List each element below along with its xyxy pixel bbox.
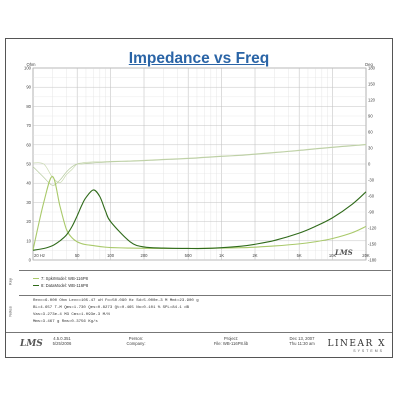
- y-left-tick-label: 60: [26, 142, 31, 147]
- version-info: 4.5.0.351 5/25/2006: [42, 336, 82, 346]
- impedance-chart: 10090807060504030201001801501209060300-3…: [24, 62, 377, 263]
- person-info: Person: Company:: [106, 336, 166, 346]
- y-right-tick-label: 30: [368, 146, 373, 151]
- linearx-brand: LINEAR X: [327, 339, 386, 349]
- lms-logo: LMS: [20, 339, 43, 349]
- note-line: Mms=3.467 g Rms=0.3756 Kg/s: [33, 320, 98, 324]
- person-label: Person:: [128, 336, 144, 341]
- chart-title: Impedance vs Freq: [128, 50, 270, 67]
- note-line: Vas=3.273e-4 M3 Cms=1.093e-3 M/N: [33, 313, 110, 317]
- date-info: Dec 13, 2007 Thu 11:30 am: [282, 336, 322, 346]
- y-right-tick-label: 150: [368, 82, 376, 87]
- y-left-tick-label: 50: [26, 162, 31, 167]
- chart-watermark: LMS: [335, 248, 353, 257]
- grid-lines: [32, 67, 367, 261]
- note-line: BL=4.657 T-M Qms=1.730 Qes=0.8273 Qt=0.4…: [33, 306, 190, 310]
- left-unit-label: Ohm: [26, 62, 36, 67]
- legend-item: 7: SpkrModel: WB-116P8: [33, 276, 88, 281]
- legend: 7: SpkrModel: WB-116P8 8: DataModel: WB-…: [19, 270, 391, 296]
- x-tick-label: 100: [107, 253, 115, 258]
- y-right-tick-label: -150: [368, 242, 377, 247]
- y-right-tick-label: 180: [368, 66, 376, 71]
- title-band: Impedance vs Freq: [6, 39, 392, 69]
- x-tick-label: 500: [185, 253, 193, 258]
- y-right-tick-label: 90: [368, 114, 373, 119]
- file-label: File: WB-116P8.lib: [213, 341, 249, 346]
- notes-panel: Revc=6.000 Ohm Levc=105.47 uH Fo=50.090 …: [19, 295, 391, 332]
- legend-side-label: Key: [7, 278, 13, 285]
- report-frame: Impedance vs Freq 100 90 80 70 60 50 40 30 20 10 0…: [5, 38, 393, 358]
- y-right-tick-label: -60: [368, 194, 375, 199]
- date-label: Dec 13, 2007: [289, 336, 315, 341]
- y-right-tick-label: 60: [368, 130, 373, 135]
- series-layer: [32, 143, 367, 251]
- x-tick-label: 20K: [362, 253, 370, 258]
- project-label: Project:: [223, 336, 239, 341]
- right-unit-label: Deg: [365, 62, 373, 67]
- legend-item: 8: DataModel: WB-116P8: [33, 283, 88, 288]
- y-left-tick-label: 10: [26, 238, 31, 243]
- company-label: Company:: [126, 341, 146, 346]
- y-right-tick-label: -30: [368, 178, 375, 183]
- y-left-tick-label: 90: [26, 85, 31, 90]
- phase-series-line: [32, 144, 367, 186]
- legend-label: 8: DataModel: WB-116P8: [41, 283, 89, 288]
- phase-series-line: [32, 143, 367, 184]
- x-tick-label: 1K: [219, 253, 224, 258]
- y-right-tick-label: 0: [368, 162, 371, 167]
- y-right-tick-label: 120: [368, 98, 376, 103]
- notes-side-label: Notes: [7, 306, 13, 317]
- x-tick-label: 20 Hz: [34, 253, 45, 258]
- y-right-tick-label: -120: [368, 226, 377, 231]
- y-left-tick-label: 30: [26, 200, 31, 205]
- tick-labels: 10090807060504030201001801501209060300-3…: [24, 66, 377, 263]
- y-left-tick-label: 100: [24, 66, 32, 71]
- version-number: 4.5.0.351: [53, 336, 71, 341]
- note-line: Revc=6.000 Ohm Levc=105.47 uH Fo=50.090 …: [33, 299, 199, 303]
- legend-label: 7: SpkrModel: WB-116P8: [41, 276, 88, 281]
- y-right-tick-label: -180: [368, 258, 377, 263]
- x-tick-label: 50: [75, 253, 80, 258]
- time-label: Thu 11:30 am: [289, 341, 315, 346]
- y-right-tick-label: -90: [368, 210, 375, 215]
- x-tick-label: 10K: [329, 253, 337, 258]
- x-tick-label: 200: [141, 253, 149, 258]
- y-left-tick-label: 80: [26, 104, 31, 109]
- project-info: Project: File: WB-116P8.lib: [191, 336, 271, 346]
- y-left-tick-label: 0: [29, 258, 32, 263]
- y-left-tick-label: 70: [26, 123, 31, 128]
- report-footer: LMS 4.5.0.351 5/25/2006 Person: Company:…: [6, 332, 392, 358]
- x-tick-label: 5K: [297, 253, 302, 258]
- y-left-tick-label: 40: [26, 181, 31, 186]
- x-tick-label: 2K: [252, 253, 257, 258]
- linearx-brand-sub: SYSTEMS: [353, 349, 384, 353]
- impedance-series-line: [32, 189, 367, 251]
- y-left-tick-label: 20: [26, 219, 31, 224]
- version-date: 5/25/2006: [52, 341, 72, 346]
- legend-swatch: [33, 285, 39, 287]
- legend-swatch: [33, 278, 39, 280]
